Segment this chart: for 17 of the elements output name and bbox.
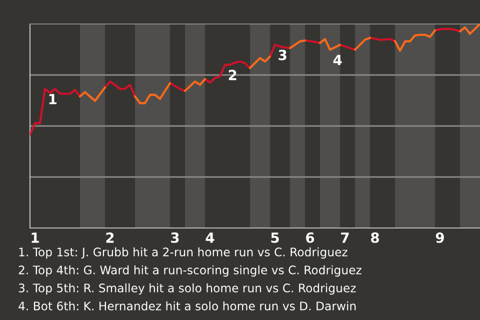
x-tick-label: 8 — [371, 232, 379, 243]
text: 3. Top 5th: R. Smalley hit a solo home run vs C. Rodriguez — [18, 283, 356, 295]
annotation: 2 — [228, 70, 236, 80]
text: 2. Top 4th: G. Ward hit a run-scoring single vs C. Rodriguez — [18, 265, 362, 277]
x-tick-label: 2 — [106, 232, 114, 243]
x-tick-label: 7 — [341, 232, 349, 243]
annotation: 4 — [333, 54, 342, 65]
annotation: 1 — [49, 94, 56, 104]
x-tick-label: 6 — [306, 232, 314, 243]
x-tick-label: 5 — [271, 232, 279, 243]
x-tick-label: 4 — [206, 232, 214, 243]
text: 4. Bot 6th: K. Hernandez hit a solo home run vs D. Darwin — [18, 301, 356, 310]
x-tick-label: 1 — [32, 232, 39, 243]
annotation: 3 — [278, 50, 286, 60]
text: 1. Top 1st: J. Grubb hit a 2-run home run vs C. Rodriguez — [19, 247, 348, 259]
x-tick-label: 9 — [436, 232, 444, 243]
x-tick-label: 3 — [171, 232, 179, 243]
